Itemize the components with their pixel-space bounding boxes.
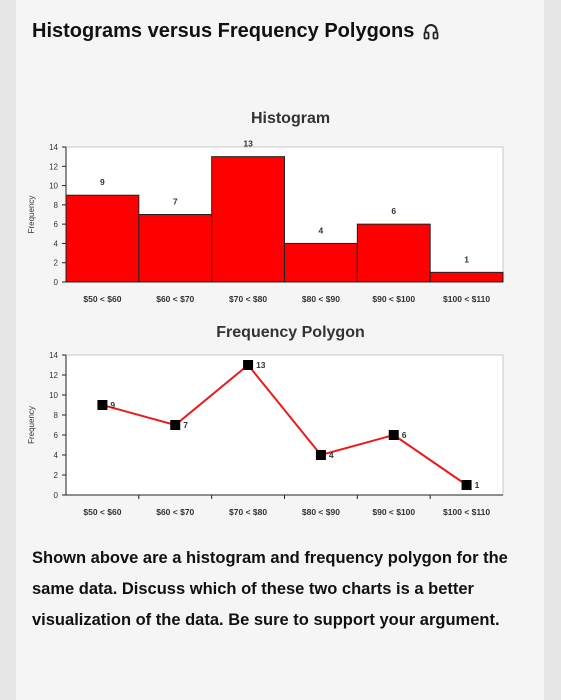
histogram-y-tick-label: 14 <box>49 143 58 152</box>
polygon-plot-area <box>65 354 504 496</box>
histogram-y-tick-label: 0 <box>54 278 59 287</box>
polygon-x-tick-label: $60 < $70 <box>156 507 194 517</box>
histogram-bar <box>284 242 358 283</box>
histogram-data-label: 1 <box>464 254 469 264</box>
polygon-data-label: 13 <box>256 360 266 370</box>
polygon-y-tick-label: 14 <box>49 351 58 360</box>
histogram-data-label: 6 <box>391 206 396 216</box>
polygon-y-tick-label: 0 <box>54 491 59 500</box>
polygon-data-label: 6 <box>402 430 407 440</box>
histogram-x-tick-label: $50 < $60 <box>83 294 121 304</box>
headphones-icon[interactable] <box>423 22 439 46</box>
histogram-data-label: 4 <box>319 225 324 235</box>
polygon-data-label: 1 <box>475 480 480 490</box>
question-text: Shown above are a histogram and frequenc… <box>32 549 508 629</box>
polygon-title: Frequency Polygon <box>216 324 364 341</box>
histogram-bar <box>356 223 431 283</box>
polygon-data-label: 4 <box>329 450 334 460</box>
polygon-x-tick-label: $80 < $90 <box>302 507 340 517</box>
polygon-ylabel: Frequency <box>27 406 36 444</box>
page-title-text: Histograms versus Frequency Polygons <box>32 20 415 42</box>
histogram-x-tick-label: $60 < $70 <box>156 294 194 304</box>
histogram-title: Histogram <box>251 110 330 127</box>
polygon-y-tick-label: 12 <box>49 371 58 380</box>
polygon-point-marker <box>388 430 399 440</box>
polygon-point-marker <box>461 480 472 490</box>
histogram-bar <box>65 194 140 283</box>
histogram-y-tick-label: 2 <box>54 259 59 268</box>
polygon-series-line <box>102 363 468 486</box>
polygon-y-tick-label: 2 <box>54 471 59 480</box>
histogram-y-tick-label: 8 <box>54 201 59 210</box>
histogram-data-label: 13 <box>243 139 253 149</box>
histogram-x-tick-label: $70 < $80 <box>229 294 267 304</box>
polygon-data-label: 7 <box>183 420 188 430</box>
polygon-y-tick-label: 8 <box>54 411 59 420</box>
histogram-x-tick-label: $80 < $90 <box>302 294 340 304</box>
question-card <box>16 0 544 700</box>
polygon-point-marker <box>315 450 326 460</box>
page-title: Histograms versus Frequency Polygons <box>32 20 439 46</box>
polygon-y-tick-label: 4 <box>54 451 59 460</box>
histogram-x-tick-label: $90 < $100 <box>372 294 415 304</box>
polygon-data-label: 9 <box>110 400 115 410</box>
charts-figure: Histogram Frequency 0 2 4 6 8 10 12 14 $50 < $60 $6… <box>16 90 544 517</box>
polygon-point-marker <box>243 360 254 370</box>
histogram-y-tick-label: 10 <box>49 182 58 191</box>
polygon-x-tick-label: $90 < $100 <box>372 507 415 517</box>
polygon-x-tick-label: $70 < $80 <box>229 507 267 517</box>
histogram-data-label: 7 <box>173 197 178 207</box>
polygon-point-marker <box>170 420 181 430</box>
polygon-y-tick-label: 10 <box>49 391 58 400</box>
polygon-x-tick-label: $100 < $110 <box>443 507 490 517</box>
histogram-y-tick-label: 4 <box>54 239 59 248</box>
histogram-x-tick-label: $100 < $110 <box>443 294 490 304</box>
histogram-data-label: 9 <box>100 177 105 187</box>
polygon-y-tick-label: 6 <box>54 431 59 440</box>
histogram-bar <box>429 271 504 283</box>
histogram-ylabel: Frequency <box>27 196 36 234</box>
histogram-bar <box>138 214 213 283</box>
polygon-point-marker <box>97 400 108 410</box>
polygon-x-tick-label: $50 < $60 <box>83 507 121 517</box>
histogram-y-tick-label: 6 <box>54 220 59 229</box>
histogram-bar <box>211 156 286 283</box>
histogram-y-tick-label: 12 <box>49 162 58 171</box>
